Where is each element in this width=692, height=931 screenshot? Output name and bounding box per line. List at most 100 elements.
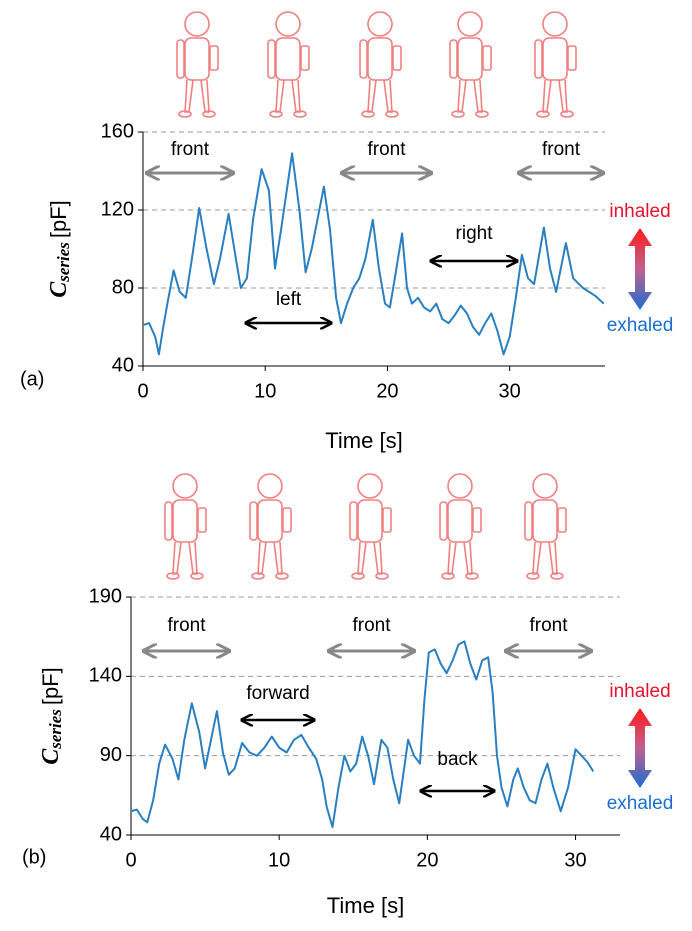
figure-head (184, 11, 210, 37)
x-axis-label: Time [s] (325, 428, 402, 453)
figure-body (367, 37, 393, 81)
inhaled-label: inhaled (609, 201, 670, 222)
exhaled-label: exhaled (607, 315, 674, 336)
y-label-unit: [pF] (46, 200, 71, 238)
figure-bag (392, 45, 402, 71)
y-label-symbol: C (38, 748, 64, 765)
annotation-label: back (437, 749, 478, 770)
figure-foot (361, 110, 375, 118)
breath-arrow (628, 708, 652, 788)
y-tick-label: 160 (101, 120, 134, 142)
x-tick-label: 30 (564, 849, 586, 871)
figure-foot (251, 572, 265, 580)
y-label-unit: [pF] (38, 667, 63, 705)
figure-leg (184, 79, 210, 113)
y-tick-label: 40 (112, 354, 134, 376)
y-tick-label: 40 (100, 823, 122, 845)
figure-foot (375, 572, 389, 580)
y-label-symbol: C (46, 281, 72, 298)
figure-foot (550, 572, 564, 580)
y-tick-label: 140 (89, 665, 122, 687)
annotation-label: left (276, 289, 302, 310)
figure-leg (367, 79, 393, 113)
exhaled-label: exhaled (607, 793, 674, 814)
y-axis-label: Cseries [pF] (46, 200, 73, 298)
figure-foot (202, 110, 216, 118)
panel-label: (a) (20, 368, 44, 390)
x-tick-label: 20 (376, 380, 398, 402)
figure-bag (382, 507, 392, 533)
person-figure (176, 11, 219, 118)
figure-foot (465, 572, 479, 580)
figure-head (542, 11, 568, 37)
figure-head (367, 11, 393, 37)
figure-arm (164, 501, 173, 541)
person-figure (524, 473, 567, 580)
figure-body (172, 499, 198, 543)
person-figure (267, 11, 310, 118)
y-tick-label: 190 (89, 585, 122, 607)
x-tick-label: 30 (499, 380, 521, 402)
figure-leg (447, 541, 473, 575)
person-figure (439, 473, 482, 580)
annotation-label: front (542, 139, 581, 160)
figure-body (542, 37, 568, 81)
person-figure (249, 473, 292, 580)
y-axis-label: Cseries [pF] (38, 667, 65, 765)
figure-body (357, 499, 383, 543)
person-figure (449, 11, 492, 118)
figure-body (257, 499, 283, 543)
figure-arm (349, 501, 358, 541)
annotation-label: front (529, 615, 568, 636)
figure-bag (197, 507, 207, 533)
figure-foot (560, 110, 574, 118)
figure-head (357, 473, 383, 499)
inhaled-label: inhaled (609, 681, 670, 702)
figure-body (532, 499, 558, 543)
panel-label: (b) (22, 846, 46, 868)
data-line (142, 152, 605, 356)
figure-arm (249, 501, 258, 541)
figure-leg (542, 79, 568, 113)
annotation-label: right (456, 223, 494, 244)
figure-arm (439, 501, 448, 541)
annotation-label: forward (246, 683, 309, 704)
figure-head (457, 11, 483, 37)
figure-foot (536, 110, 550, 118)
figure-head (447, 473, 473, 499)
figure-head (172, 473, 198, 499)
person-figure (349, 473, 392, 580)
x-tick-label: 10 (254, 380, 276, 402)
figure-head (257, 473, 283, 499)
figure-arm (524, 501, 533, 541)
person-figure (534, 11, 577, 118)
figure-bag (557, 507, 567, 533)
y-label-subscript: series (46, 709, 65, 750)
figure-bag (482, 45, 492, 71)
figure-foot (385, 110, 399, 118)
x-tick-label: 0 (125, 849, 136, 871)
figure-body (457, 37, 483, 81)
figure-leg (532, 541, 558, 575)
figure-body (275, 37, 301, 81)
figure-head (532, 473, 558, 499)
figure-foot (526, 572, 540, 580)
figure-arm (534, 39, 543, 79)
x-axis-label: Time [s] (327, 893, 404, 918)
figure-foot (190, 572, 204, 580)
x-tick-label: 20 (416, 849, 438, 871)
figure-head (275, 11, 301, 37)
figure-body (447, 499, 473, 543)
figure-bag (209, 45, 219, 71)
figure-bag (300, 45, 310, 71)
figure-arm (449, 39, 458, 79)
x-tick-label: 10 (268, 849, 290, 871)
breath-arrow (628, 228, 652, 310)
figure-leg (275, 79, 301, 113)
person-figure (359, 11, 402, 118)
figure-bag (472, 507, 482, 533)
figure-foot (178, 110, 192, 118)
figure-bag (567, 45, 577, 71)
y-tick-label: 90 (100, 744, 122, 766)
